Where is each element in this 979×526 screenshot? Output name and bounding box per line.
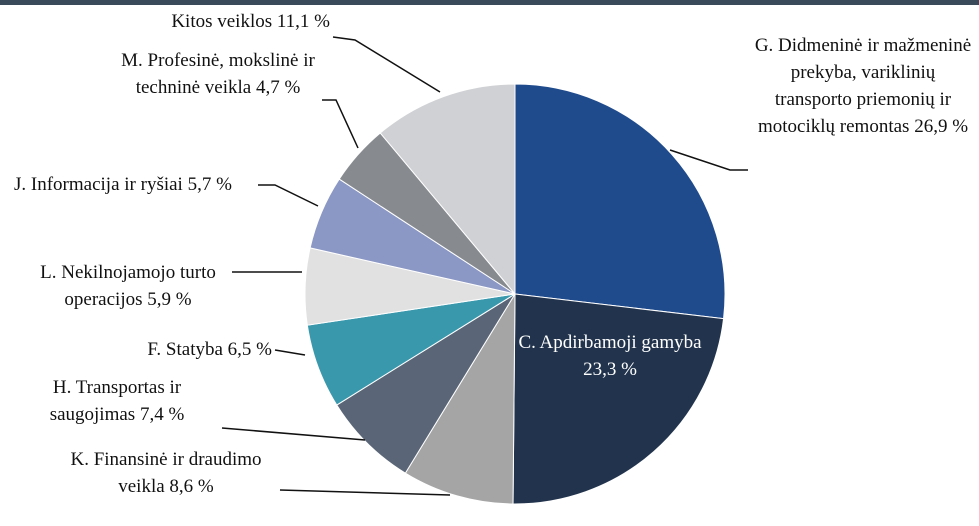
category-label: M. Profesinė, mokslinė ir techninė veikl… [121, 50, 315, 98]
pie-slice [404, 292, 516, 505]
value-label: 23,3 % [583, 359, 637, 380]
slice-label: Kitos veiklos 11,1 % [40, 8, 330, 35]
slice-label: M. Profesinė, mokslinė ir techninė veikl… [118, 47, 318, 101]
value-label: 5,9 % [147, 289, 192, 310]
slice-label: C. Apdirbamoji gamyba 23,3 % [515, 329, 705, 383]
leader-line [669, 149, 748, 171]
slice-label: L. Nekilnojamojo turto operacijos 5,9 % [4, 259, 252, 313]
category-label: L. Nekilnojamojo turto operacijos [40, 262, 216, 310]
top-bar [0, 0, 979, 5]
category-label: K. Finansinė ir draudimo veikla [70, 449, 262, 497]
slice-label: K. Finansinė ir draudimo veikla 8,6 % [50, 446, 282, 500]
slice-label: H. Transportas ir saugojimas 7,4 % [14, 374, 220, 428]
pie-slice [336, 293, 516, 474]
pie-slice [379, 83, 516, 296]
value-label: 7,4 % [139, 404, 185, 425]
leader-line [274, 349, 306, 356]
category-label: Kitos veiklos [171, 11, 273, 32]
leader-line [279, 489, 451, 496]
slice-label: G. Didmeninė ir mažmeninė prekyba, varik… [752, 32, 974, 140]
slice-label: F. Statyba 6,5 % [60, 336, 272, 363]
category-label: G. Didmeninė ir mažmeninė prekyba, varik… [754, 35, 972, 137]
leader-line [322, 99, 359, 149]
category-label: H. Transportas ir saugojimas [49, 377, 182, 425]
leader-line [221, 427, 366, 441]
pie-slice [514, 83, 726, 320]
leader-line [258, 184, 319, 207]
category-label: F. Statyba [147, 339, 223, 360]
value-label: 6,5 % [227, 339, 272, 360]
category-label: J. Informacija ir ryšiai [14, 174, 183, 195]
value-label: 8,6 % [169, 476, 214, 497]
slice-label: J. Informacija ir ryšiai 5,7 % [14, 171, 259, 198]
category-label: C. Apdirbamoji gamyba [518, 332, 702, 353]
leader-line [332, 36, 441, 93]
pie-slice [512, 293, 725, 505]
value-label: 5,7 % [187, 174, 232, 195]
value-label: 4,7 % [255, 77, 301, 98]
value-label: 26,9 % [914, 116, 969, 137]
value-label: 11,1 % [276, 11, 330, 32]
